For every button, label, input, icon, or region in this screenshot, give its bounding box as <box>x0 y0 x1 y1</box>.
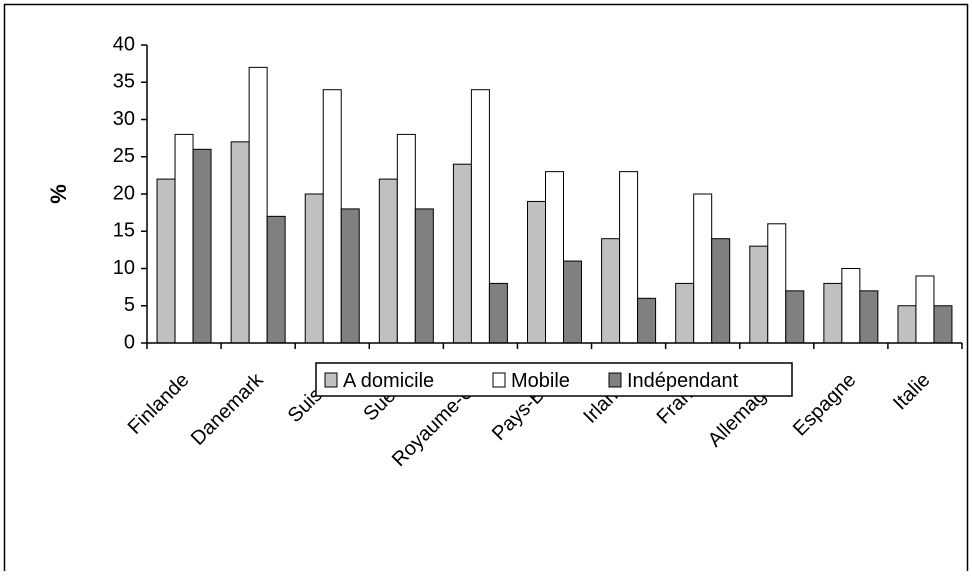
bar <box>711 238 731 344</box>
bar <box>749 245 769 344</box>
bar <box>174 133 194 344</box>
bar <box>823 282 843 344</box>
bar <box>266 215 286 344</box>
bar <box>396 133 416 344</box>
legend-label: Mobile <box>511 370 570 392</box>
y-tick-label: 15 <box>113 220 135 242</box>
legend-label: A domicile <box>343 370 434 392</box>
bar <box>545 171 564 344</box>
legend: A domicile Mobile Indépendant <box>315 362 793 397</box>
legend-swatch <box>608 372 622 388</box>
bar <box>248 66 268 344</box>
y-tick-label: 30 <box>113 108 135 130</box>
bar <box>933 305 953 344</box>
bar <box>192 148 212 344</box>
legend-swatch <box>324 372 338 388</box>
y-axis: 0 5 10 15 20 25 30 35 40 <box>113 33 148 353</box>
y-tick-label: 20 <box>113 182 135 204</box>
bar <box>563 260 582 344</box>
bar <box>693 193 713 344</box>
bar <box>785 290 805 344</box>
bar <box>340 208 360 344</box>
bar <box>601 238 621 344</box>
bar <box>230 141 250 344</box>
bar <box>619 171 639 344</box>
bar <box>488 282 508 344</box>
bar <box>470 89 490 344</box>
bar <box>322 89 342 344</box>
bar <box>156 178 176 344</box>
bar <box>378 178 398 344</box>
y-axis-label: % <box>46 184 71 204</box>
legend-box <box>315 362 793 397</box>
y-tick-label: 5 <box>124 294 135 316</box>
y-tick-label: 40 <box>113 33 135 55</box>
y-tick-label: 35 <box>113 71 135 93</box>
bar <box>859 290 879 344</box>
bar <box>452 163 472 344</box>
bar <box>897 305 917 344</box>
bars-group <box>156 66 953 344</box>
bar <box>527 200 546 344</box>
bar <box>767 223 787 344</box>
y-tick-label: 10 <box>113 257 135 279</box>
bar <box>414 208 434 344</box>
y-tick-label: 25 <box>113 145 135 167</box>
bar <box>304 193 324 344</box>
bar <box>675 282 695 344</box>
legend-swatch <box>492 372 506 388</box>
legend-label: Indépendant <box>627 370 739 392</box>
bar <box>841 268 861 344</box>
y-tick-label: 0 <box>124 331 135 353</box>
bar <box>915 275 935 344</box>
bar <box>637 297 657 344</box>
